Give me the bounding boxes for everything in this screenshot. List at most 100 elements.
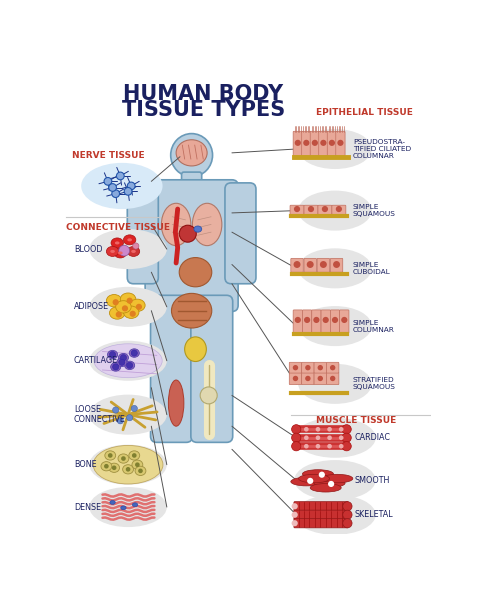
Text: TISSUE TYPES: TISSUE TYPES (122, 100, 285, 121)
Circle shape (294, 206, 300, 212)
FancyBboxPatch shape (340, 310, 349, 333)
Ellipse shape (194, 226, 202, 232)
Ellipse shape (171, 134, 213, 177)
Text: HUMAN BODY: HUMAN BODY (123, 83, 283, 104)
FancyBboxPatch shape (319, 131, 328, 156)
Ellipse shape (127, 247, 140, 256)
Circle shape (342, 442, 351, 451)
Ellipse shape (108, 350, 118, 359)
Circle shape (292, 433, 301, 442)
Ellipse shape (298, 475, 330, 483)
Ellipse shape (115, 301, 131, 313)
Circle shape (109, 184, 116, 191)
Ellipse shape (291, 478, 322, 486)
Ellipse shape (132, 460, 143, 469)
Ellipse shape (298, 364, 372, 404)
Circle shape (316, 436, 320, 440)
Circle shape (124, 187, 132, 195)
Circle shape (122, 305, 128, 311)
Circle shape (120, 355, 126, 361)
Circle shape (339, 444, 343, 449)
Ellipse shape (131, 250, 136, 253)
Circle shape (341, 317, 347, 323)
FancyBboxPatch shape (225, 183, 256, 284)
FancyBboxPatch shape (145, 180, 238, 311)
Ellipse shape (89, 229, 167, 269)
Circle shape (131, 406, 137, 412)
Circle shape (343, 518, 352, 528)
Circle shape (293, 365, 298, 370)
Circle shape (327, 436, 332, 440)
FancyBboxPatch shape (294, 518, 348, 528)
Circle shape (316, 427, 320, 431)
Ellipse shape (129, 451, 140, 460)
Text: SKELETAL: SKELETAL (354, 510, 393, 519)
Circle shape (115, 311, 122, 317)
Text: MUSCLE TISSUE: MUSCLE TISSUE (316, 416, 396, 425)
Text: DENSE: DENSE (74, 503, 101, 512)
Ellipse shape (109, 463, 120, 472)
Text: BONE: BONE (74, 460, 96, 469)
Circle shape (295, 317, 301, 323)
Circle shape (322, 317, 329, 323)
Ellipse shape (161, 203, 191, 245)
Ellipse shape (118, 353, 128, 362)
Ellipse shape (314, 479, 345, 487)
Circle shape (292, 425, 301, 434)
Ellipse shape (110, 307, 125, 319)
FancyBboxPatch shape (304, 259, 317, 272)
Ellipse shape (310, 484, 341, 492)
Circle shape (127, 182, 135, 190)
FancyBboxPatch shape (314, 362, 327, 373)
Text: SIMPLE
SQUAMOUS: SIMPLE SQUAMOUS (353, 204, 396, 217)
Text: ADIPOSE: ADIPOSE (74, 302, 109, 311)
Circle shape (113, 407, 119, 413)
Circle shape (336, 206, 342, 212)
Circle shape (293, 376, 298, 381)
Circle shape (294, 261, 300, 268)
Circle shape (304, 317, 310, 323)
Circle shape (330, 376, 335, 381)
Text: CARDIAC: CARDIAC (354, 433, 390, 442)
Ellipse shape (200, 387, 217, 404)
Circle shape (126, 467, 130, 472)
Ellipse shape (294, 418, 376, 458)
Ellipse shape (117, 358, 127, 367)
Circle shape (136, 304, 142, 310)
Ellipse shape (130, 299, 145, 311)
Circle shape (307, 478, 313, 484)
FancyBboxPatch shape (150, 295, 193, 442)
Ellipse shape (294, 460, 376, 500)
Ellipse shape (135, 466, 146, 475)
Ellipse shape (127, 238, 132, 241)
FancyBboxPatch shape (327, 372, 339, 385)
FancyBboxPatch shape (331, 259, 343, 272)
Text: SIMPLE
COLUMNAR: SIMPLE COLUMNAR (353, 320, 395, 332)
Ellipse shape (171, 293, 212, 328)
Ellipse shape (94, 344, 162, 377)
Circle shape (319, 472, 325, 478)
FancyBboxPatch shape (293, 131, 302, 156)
Ellipse shape (298, 306, 372, 346)
Circle shape (305, 376, 310, 381)
Circle shape (110, 352, 115, 358)
Ellipse shape (179, 257, 212, 287)
Circle shape (112, 190, 120, 197)
FancyBboxPatch shape (191, 295, 233, 442)
FancyBboxPatch shape (290, 205, 304, 214)
Circle shape (320, 261, 327, 268)
Ellipse shape (179, 225, 196, 242)
FancyBboxPatch shape (314, 372, 327, 385)
FancyBboxPatch shape (127, 183, 158, 284)
Circle shape (126, 362, 133, 368)
Ellipse shape (118, 251, 123, 254)
Text: SMOOTH: SMOOTH (354, 476, 390, 485)
FancyBboxPatch shape (331, 310, 340, 333)
FancyBboxPatch shape (294, 502, 348, 511)
Ellipse shape (302, 470, 333, 478)
Circle shape (126, 298, 133, 304)
Circle shape (304, 427, 308, 431)
FancyBboxPatch shape (302, 131, 311, 156)
Circle shape (337, 140, 343, 146)
Circle shape (313, 317, 319, 323)
